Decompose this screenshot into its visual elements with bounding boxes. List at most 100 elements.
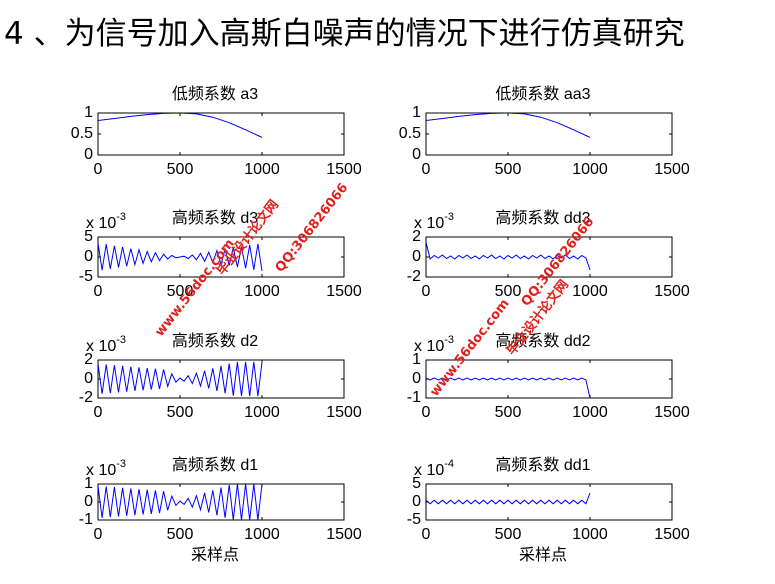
- axes-box: [425, 236, 673, 278]
- y-tick-label: 2: [412, 228, 421, 245]
- y-multiplier-exponent: -4: [444, 458, 454, 470]
- y-tick-label: 0.5: [399, 125, 421, 142]
- signal-line: [98, 113, 263, 138]
- y-tick-label: 0: [84, 146, 93, 163]
- y-tick-label: 5: [84, 228, 93, 245]
- signal-line: [426, 241, 591, 271]
- x-tick-label: 0: [422, 161, 431, 178]
- y-multiplier-base: x 10: [414, 462, 444, 479]
- chart-title: 高频系数 d3: [172, 209, 258, 227]
- x-tick-label: 500: [167, 404, 194, 421]
- y-multiplier: x 10-3: [86, 458, 126, 479]
- x-axis-label: 采样点: [191, 546, 239, 564]
- chart-title: 高频系数 dd1: [495, 456, 590, 474]
- x-tick-label: 1000: [572, 526, 608, 543]
- x-tick-label: 1500: [654, 404, 690, 421]
- y-tick-label: -5: [407, 511, 421, 528]
- x-tick-label: 500: [495, 526, 522, 543]
- y-tick-label: -1: [79, 511, 93, 528]
- x-tick-label: 1500: [326, 161, 362, 178]
- axes-box: [425, 483, 673, 521]
- x-tick-label: 1000: [572, 283, 608, 300]
- y-tick-label: 0: [412, 248, 421, 265]
- y-tick-label: -2: [407, 268, 421, 285]
- y-tick-label: 0.5: [71, 125, 93, 142]
- y-tick-label: -1: [407, 389, 421, 406]
- y-tick-label: 1: [84, 475, 93, 492]
- x-tick-label: 500: [495, 283, 522, 300]
- chart-title: 高频系数 d1: [172, 456, 258, 474]
- x-tick-label: 1000: [244, 404, 280, 421]
- y-multiplier-base: x 10: [414, 215, 444, 232]
- x-axis-label: 采样点: [519, 546, 567, 564]
- chart-title: 高频系数 dd3: [495, 209, 590, 227]
- signal-line: [426, 113, 591, 138]
- x-tick-label: 1500: [326, 526, 362, 543]
- x-tick-label: 1500: [654, 161, 690, 178]
- y-multiplier: x 10-3: [414, 211, 454, 232]
- chart-title: 低频系数 a3: [172, 85, 258, 103]
- y-tick-label: -2: [79, 389, 93, 406]
- y-tick-label: 0: [84, 370, 93, 387]
- y-multiplier-base: x 10: [86, 462, 116, 479]
- chart-title: 高频系数 dd2: [495, 332, 590, 350]
- y-multiplier-exponent: -3: [444, 211, 454, 223]
- x-tick-label: 500: [167, 526, 194, 543]
- y-multiplier: x 10-3: [86, 334, 126, 355]
- x-tick-label: 0: [422, 526, 431, 543]
- y-tick-label: 2: [84, 351, 93, 368]
- y-multiplier: x 10-4: [414, 458, 454, 479]
- y-multiplier-base: x 10: [414, 338, 444, 355]
- x-tick-label: 0: [94, 404, 103, 421]
- y-tick-label: 5: [412, 475, 421, 492]
- x-tick-label: 1000: [244, 283, 280, 300]
- x-tick-label: 1500: [654, 526, 690, 543]
- y-tick-label: 0: [412, 493, 421, 510]
- y-tick-label: 1: [412, 351, 421, 368]
- y-multiplier-exponent: -3: [116, 211, 126, 223]
- chart-title: 低频系数 aa3: [495, 85, 590, 103]
- x-tick-label: 0: [422, 404, 431, 421]
- x-tick-label: 1000: [572, 404, 608, 421]
- axes-box: [97, 112, 345, 156]
- y-multiplier: x 10-3: [414, 334, 454, 355]
- x-tick-label: 0: [94, 161, 103, 178]
- axes-box: [425, 112, 673, 156]
- y-tick-label: 0: [84, 248, 93, 265]
- signal-line: [98, 242, 263, 272]
- x-tick-label: 1500: [326, 283, 362, 300]
- x-tick-label: 1500: [326, 404, 362, 421]
- y-tick-label: 0: [84, 493, 93, 510]
- signal-line: [98, 484, 263, 520]
- x-tick-label: 0: [94, 526, 103, 543]
- y-multiplier-exponent: -3: [116, 334, 126, 346]
- y-multiplier-exponent: -3: [116, 458, 126, 470]
- signal-line: [426, 377, 591, 398]
- chart-title: 高频系数 d2: [172, 332, 258, 350]
- x-tick-label: 500: [495, 404, 522, 421]
- x-tick-label: 1000: [244, 526, 280, 543]
- x-tick-label: 1000: [572, 161, 608, 178]
- x-tick-label: 0: [422, 283, 431, 300]
- axes-box: [97, 359, 345, 399]
- y-tick-label: 1: [84, 104, 93, 121]
- y-multiplier-exponent: -3: [444, 334, 454, 346]
- x-tick-label: 500: [167, 161, 194, 178]
- y-tick-label: 1: [412, 104, 421, 121]
- signal-line: [426, 492, 591, 505]
- y-multiplier-base: x 10: [86, 338, 116, 355]
- y-multiplier: x 10-3: [86, 211, 126, 232]
- x-tick-label: 500: [167, 283, 194, 300]
- x-tick-label: 1000: [244, 161, 280, 178]
- y-multiplier-base: x 10: [86, 215, 116, 232]
- signal-line: [98, 361, 263, 397]
- y-tick-label: 0: [412, 370, 421, 387]
- x-tick-label: 1500: [654, 283, 690, 300]
- x-tick-label: 500: [495, 161, 522, 178]
- heading: 4 、为信号加入高斯白噪声的情况下进行仿真研究: [4, 16, 685, 52]
- y-tick-label: 0: [412, 146, 421, 163]
- y-tick-label: -5: [79, 268, 93, 285]
- x-tick-label: 0: [94, 283, 103, 300]
